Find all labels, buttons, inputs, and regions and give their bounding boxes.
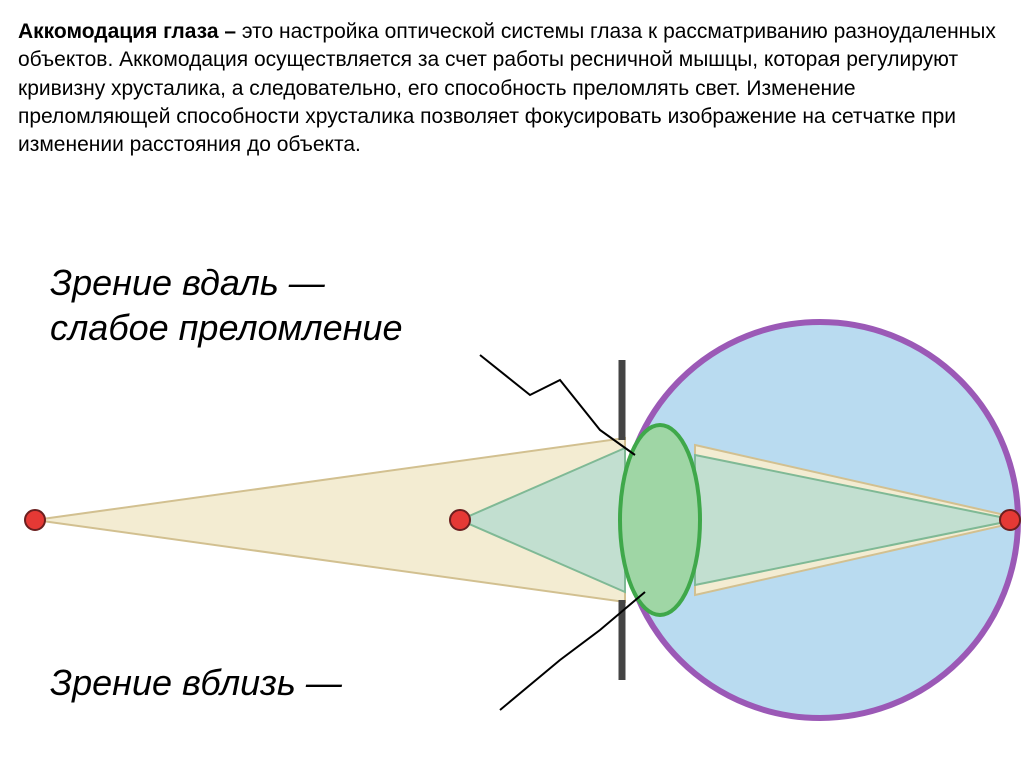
definition-paragraph: Аккомодация глаза – это настройка оптиче…: [0, 0, 1024, 170]
label-near-vision: Зрение вблизь —: [50, 660, 342, 705]
title: Аккомодация глаза –: [18, 20, 242, 43]
label-far-vision: Зрение вдаль — слабое преломление: [50, 260, 402, 350]
eye-accommodation-diagram: Зрение вдаль — слабое преломление Зрение…: [0, 230, 1024, 767]
retina-focus-point: [1000, 510, 1020, 530]
label-near-line1: Зрение вблизь —: [50, 660, 342, 705]
label-far-line2: слабое преломление: [50, 305, 402, 350]
far-object-point: [25, 510, 45, 530]
label-far-line1: Зрение вдаль —: [50, 260, 402, 305]
near-object-point: [450, 510, 470, 530]
